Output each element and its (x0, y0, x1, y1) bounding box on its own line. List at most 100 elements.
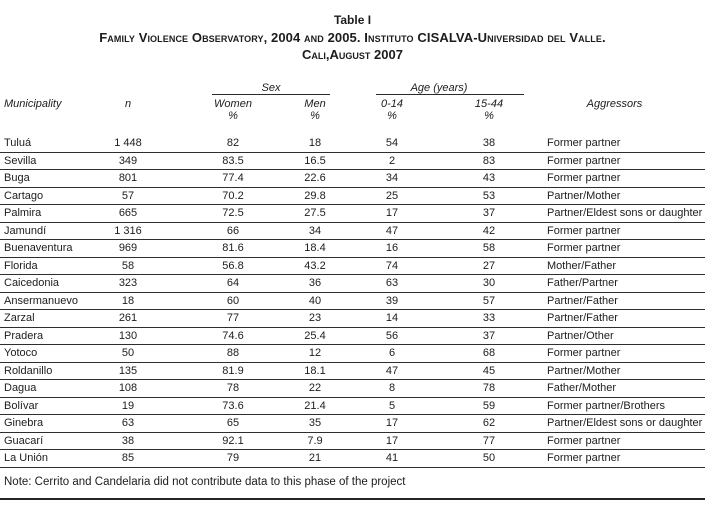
age-group-cell: Age (years) (330, 80, 524, 95)
women-percent-cell: 64 (226, 277, 240, 290)
municipality-cell: Yotoco (4, 347, 38, 360)
n-cell: 801 (118, 172, 138, 185)
age-0-14-cell: 47 (385, 364, 399, 377)
age-15-44-cell: 78 (482, 382, 496, 395)
men-percent-cell: 35 (308, 417, 322, 430)
municipality-cell: Roldanillo (4, 364, 53, 377)
municipality-cell: Dagua (4, 382, 37, 395)
women-percent-symbol: % (228, 110, 238, 122)
age-0-14-cell: 17 (385, 417, 399, 430)
age-0-14-cell: 14 (385, 312, 399, 325)
n-cell: 19 (121, 399, 135, 412)
municipality-column-header: Municipality (4, 98, 62, 110)
aggressors-column-header: Aggressors (586, 98, 643, 110)
aggressors-cell: Former partner (547, 242, 621, 255)
table-row: Guacarí 38 92.1 7.9 17 77 Former partner (0, 432, 705, 450)
age-0-14-cell: 56 (385, 329, 399, 342)
aggressors-cell: Mother/Father (547, 259, 617, 272)
age-15-44-cell: 38 (482, 137, 496, 150)
table-row: Caicedonia 323 64 36 63 30 Father/Partner (0, 275, 705, 292)
men-percent-cell: 18.4 (304, 242, 326, 255)
women-percent-cell: 82 (226, 137, 240, 150)
n-cell: 57 (121, 189, 135, 202)
n-column-header: n (124, 98, 132, 110)
age-0-14-cell: 8 (388, 382, 396, 395)
age-0-14-cell: 41 (385, 452, 399, 465)
women-percent-cell: 74.6 (222, 329, 244, 342)
table-title-block: Table I Family Violence Observatory, 200… (0, 0, 705, 63)
women-percent-cell: 70.2 (222, 189, 244, 202)
sex-group-header: Sex (212, 82, 330, 95)
age-15-44-cell: 83 (482, 154, 496, 167)
table-row: Yotoco 50 88 12 6 68 Former partner (0, 345, 705, 362)
aggressors-cell: Father/Partner (547, 277, 618, 290)
age-15-44-cell: 37 (482, 207, 496, 220)
women-percent-cell: 60 (226, 294, 240, 307)
women-percent-cell: 78 (226, 382, 240, 395)
age-15-44-cell: 59 (482, 399, 496, 412)
municipality-cell: Ansermanuevo (4, 294, 78, 307)
age-0-14-cell: 6 (388, 347, 396, 360)
age-0-14-cell: 74 (385, 259, 399, 272)
age-0-14-cell: 63 (385, 277, 399, 290)
table-number: Table I (333, 13, 372, 27)
table-row: La Unión 85 79 21 41 50 Former partner (0, 450, 705, 467)
men-percent-cell: 25.4 (304, 329, 326, 342)
women-column-header: Women (214, 98, 252, 110)
aggressors-cell: Former partner/Brothers (547, 399, 665, 412)
aggressors-cell: Partner/Father (547, 294, 618, 307)
municipality-cell: Pradera (4, 329, 44, 342)
empty-header-cell (0, 80, 90, 95)
sex-group-cell: Sex (166, 80, 330, 95)
n-cell: 50 (121, 347, 135, 360)
municipality-cell: Buenaventura (4, 242, 73, 255)
women-percent-cell: 72.5 (222, 207, 244, 220)
table-row: Bolívar 19 73.6 21.4 5 59 Former partner/Broth… (0, 397, 705, 415)
table-row: Roldanillo 135 81.9 18.1 47 45 Partner/Mother (0, 362, 705, 380)
table-row: Ansermanuevo 18 60 40 39 57 Partner/Father (0, 292, 705, 310)
empty-header-cell (524, 110, 705, 135)
aggressors-cell: Partner/Mother (547, 189, 621, 202)
table-row: Buenaventura 969 81.6 18.4 16 58 Former partne… (0, 240, 705, 257)
men-percent-cell: 18.1 (304, 364, 326, 377)
table-row: Dagua 108 78 22 8 78 Father/Mother (0, 380, 705, 397)
n-cell: 349 (118, 154, 138, 167)
age-0-14-cell: 17 (385, 434, 399, 447)
n-cell: 58 (121, 259, 135, 272)
age-0-14-cell: 25 (385, 189, 399, 202)
age-0-14-cell: 16 (385, 242, 399, 255)
n-cell: 63 (121, 417, 135, 430)
age-15-44-percent-symbol: % (484, 110, 494, 122)
empty-header-cell (0, 110, 90, 135)
men-percent-cell: 16.5 (304, 154, 326, 167)
age-15-44-cell: 58 (482, 242, 496, 255)
municipality-cell: Buga (4, 172, 30, 185)
table-row: Ginebra 63 65 35 17 62 Partner/Eldest sons or … (0, 415, 705, 432)
table-row: Sevilla 349 83.5 16.5 2 83 Former partner (0, 152, 705, 170)
municipality-cell: Jamundí (4, 224, 47, 237)
percent-header-row: % % % % (0, 110, 705, 135)
age-15-44-column-header: 15-44 (474, 98, 504, 110)
municipality-cell: Tuluá (4, 137, 32, 150)
column-header-row: Municipality n Women Men 0-14 15-44 Aggr… (0, 95, 705, 110)
n-cell: 261 (118, 312, 138, 325)
women-percent-cell: 73.6 (222, 399, 244, 412)
empty-header-cell (90, 80, 166, 95)
age-0-14-cell: 2 (388, 154, 396, 167)
age-15-44-cell: 43 (482, 172, 496, 185)
men-percent-cell: 22.6 (304, 172, 326, 185)
aggressors-cell: Former partner (547, 434, 621, 447)
table-row: Palmira 665 72.5 27.5 17 37 Partner/Eldest son… (0, 205, 705, 222)
municipality-cell: Caicedonia (4, 277, 60, 290)
municipality-cell: La Unión (4, 452, 49, 465)
women-percent-cell: 92.1 (222, 434, 244, 447)
municipality-cell: Bolívar (4, 399, 39, 412)
n-cell: 18 (121, 294, 135, 307)
aggressors-cell: Former partner (547, 154, 621, 167)
table-row: Tuluá 1 448 82 18 54 38 Former partner (0, 135, 705, 152)
men-percent-cell: 22 (308, 382, 322, 395)
age-0-14-cell: 47 (385, 224, 399, 237)
n-cell: 85 (121, 452, 135, 465)
age-15-44-cell: 77 (482, 434, 496, 447)
